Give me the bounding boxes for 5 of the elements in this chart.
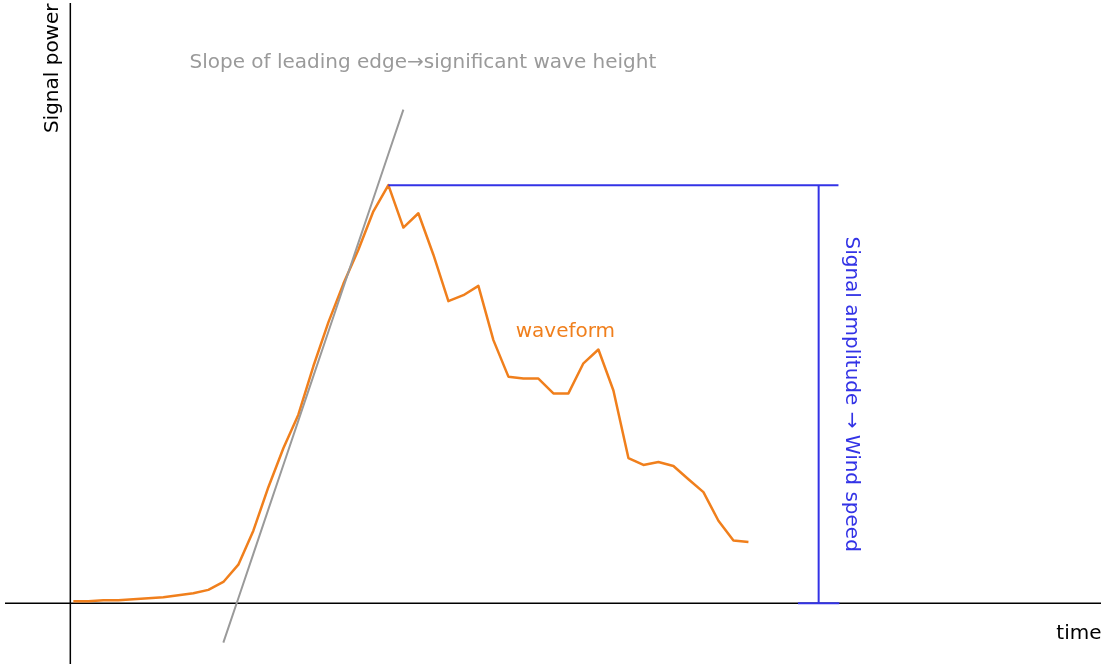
x-axis-title: time	[1056, 619, 1102, 644]
annotation: Signal amplitude → Wind speed	[840, 236, 865, 552]
series-label: waveform	[515, 318, 616, 343]
text: Slope of leading edge→significant wave height	[189, 48, 657, 73]
y-axis-title: Signal power	[38, 2, 63, 134]
